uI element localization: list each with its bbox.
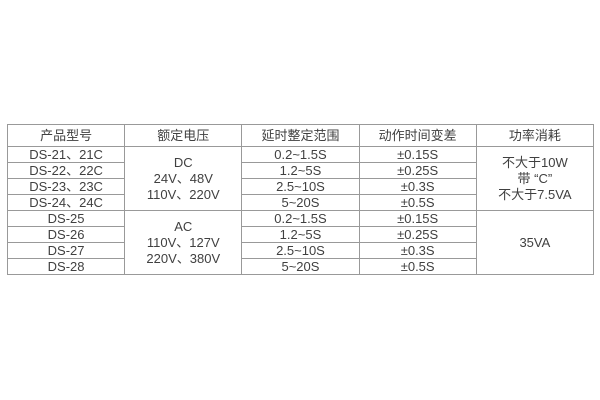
model-cell: DS-25 <box>6 210 126 227</box>
time-variation-cell: ±0.15S <box>358 146 477 163</box>
voltage-cell-dc: DC 24V、48V 110V、220V <box>124 146 243 211</box>
delay-range-cell: 1.2~5S <box>241 162 360 179</box>
header-product-model: 产品型号 <box>6 124 126 147</box>
delay-range-cell: 0.2~1.5S <box>241 210 360 227</box>
voltage-line: 24V、48V <box>153 170 213 186</box>
delay-range-cell: 2.5~10S <box>241 242 360 259</box>
voltage-line: 220V、380V <box>146 250 221 266</box>
table-row: DS-25 AC 110V、127V 220V、380V 0.2~1.5S ±0… <box>6 210 595 275</box>
model-cell: DS-23、23C <box>6 178 126 195</box>
model-cell: DS-24、24C <box>6 194 126 211</box>
table-row: DS-23、23C 2.5~10S ±0.3S <box>6 178 594 195</box>
voltage-line: 110V、220V <box>146 186 220 202</box>
relay-spec-table: 产品型号 额定电压 延时整定范围 动作时间变差 功率消耗 DS-21、21C D… <box>6 124 595 275</box>
power-cell-dc: 不大于10W 带 “C” 不大于7.5VA <box>475 146 595 211</box>
table-row: DS-21、21C DC 24V、48V 110V、220V 0.2~1.5S … <box>6 146 595 211</box>
model-cell: DS-28 <box>6 258 126 275</box>
power-line: 带 “C” <box>517 170 553 186</box>
header-power-consumption: 功率消耗 <box>475 124 595 147</box>
table-row: DS-27 2.5~10S ±0.3S <box>6 242 594 259</box>
time-variation-cell: ±0.5S <box>358 194 477 211</box>
power-line: 不大于7.5VA <box>498 186 572 202</box>
time-variation-cell: ±0.15S <box>358 210 477 227</box>
table-row: DS-26 1.2~5S ±0.25S <box>6 226 594 243</box>
model-cell: DS-27 <box>6 242 126 259</box>
power-line: 不大于10W <box>502 154 568 170</box>
model-cell: DS-26 <box>6 226 126 243</box>
table-header: 产品型号 额定电压 延时整定范围 动作时间变差 功率消耗 <box>6 124 595 147</box>
delay-range-cell: 2.5~10S <box>241 178 360 195</box>
voltage-cell-ac: AC 110V、127V 220V、380V <box>124 210 243 275</box>
delay-range-cell: 0.2~1.5S <box>241 146 360 163</box>
time-variation-cell: ±0.5S <box>358 258 477 275</box>
header-row: 产品型号 额定电压 延时整定范围 动作时间变差 功率消耗 <box>6 124 595 147</box>
delay-range-cell: 5~20S <box>241 194 360 211</box>
time-variation-cell: ±0.25S <box>358 226 477 243</box>
voltage-line: DC <box>173 154 193 170</box>
header-action-time-variation: 动作时间变差 <box>358 124 477 147</box>
voltage-line: 110V、127V <box>146 234 220 250</box>
time-variation-cell: ±0.3S <box>358 178 477 195</box>
time-variation-cell: ±0.25S <box>358 162 477 179</box>
delay-range-cell: 5~20S <box>241 258 360 275</box>
table-row: DS-28 5~20S ±0.5S <box>6 258 594 275</box>
model-cell: DS-22、22C <box>6 162 126 179</box>
voltage-line: AC <box>174 218 193 234</box>
time-variation-cell: ±0.3S <box>358 242 477 259</box>
power-cell-ac: 35VA <box>475 210 595 275</box>
model-cell: DS-21、21C <box>6 146 126 163</box>
power-line: 35VA <box>519 234 551 250</box>
header-delay-setting-range: 延时整定范围 <box>241 124 360 147</box>
header-rated-voltage: 额定电压 <box>124 124 243 147</box>
delay-range-cell: 1.2~5S <box>241 226 360 243</box>
table-body: DS-21、21C DC 24V、48V 110V、220V 0.2~1.5S … <box>6 146 595 275</box>
